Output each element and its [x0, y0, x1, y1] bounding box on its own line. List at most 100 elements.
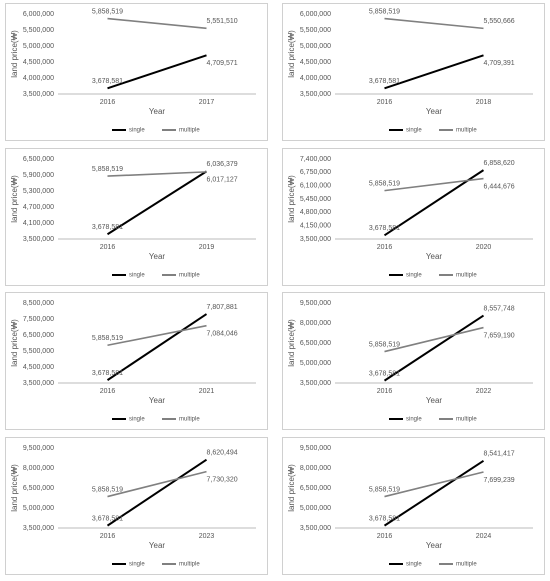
y-tick-label: 4,000,000: [23, 75, 54, 82]
series-line: [106, 170, 208, 236]
data-label: 3,678,581: [92, 370, 123, 377]
data-label: 3,678,581: [92, 78, 123, 85]
x-tick-label: 2017: [199, 99, 215, 106]
chart-panel: 3,500,000 4,000,000 4,500,000 5,000,000 5,50…: [5, 3, 268, 141]
y-tick-label: 3,500,000: [300, 380, 331, 387]
y-tick-label: 8,000,000: [23, 465, 54, 472]
x-axis-label: Year: [426, 396, 443, 405]
data-label: 3,678,581: [92, 515, 123, 522]
legend-label: multiple: [456, 562, 477, 568]
y-tick-label: 3,500,000: [23, 236, 54, 243]
data-label: 4,709,571: [207, 60, 238, 67]
data-label: 6,444,676: [484, 183, 515, 190]
data-label: 3,678,581: [369, 515, 400, 522]
series-line: [384, 471, 484, 498]
legend-label: multiple: [179, 128, 200, 134]
series-line: [383, 314, 485, 382]
series-line: [107, 171, 207, 177]
legend-label: single: [406, 273, 422, 279]
chart-panel: 3,500,000 4,000,000 4,500,000 5,000,000 5,50…: [282, 3, 545, 141]
data-label: 7,699,239: [484, 477, 515, 484]
data-label: 3,678,581: [369, 370, 400, 377]
y-axis-label: land price(₩): [287, 464, 296, 512]
chart: 3,500,000 5,000,000 6,500,000 8,000,000 9,50…: [287, 300, 533, 423]
y-tick-label: 8,500,000: [23, 300, 54, 307]
y-tick-label: 5,000,000: [300, 360, 331, 367]
chart-panel: 3,500,000 4,500,000 5,500,000 6,500,000 7,50…: [5, 292, 268, 430]
data-label: 8,541,417: [484, 451, 515, 458]
x-axis-label: Year: [426, 252, 443, 261]
y-tick-label: 4,150,000: [300, 223, 331, 230]
x-tick-label: 2024: [476, 533, 492, 540]
data-label: 5,858,519: [92, 335, 123, 342]
series-line: [384, 54, 484, 90]
y-tick-label: 5,450,000: [300, 196, 331, 203]
chart: 3,500,000 4,150,000 4,800,000 5,450,000 6,10…: [287, 156, 533, 279]
data-label: 8,620,494: [207, 450, 238, 457]
y-tick-label: 4,500,000: [23, 59, 54, 66]
legend-label: multiple: [179, 417, 200, 423]
x-tick-label: 2016: [377, 533, 393, 540]
y-tick-label: 6,100,000: [300, 183, 331, 190]
data-label: 7,807,881: [207, 304, 238, 311]
chart: 3,500,000 4,100,000 4,700,000 5,300,000 5,90…: [10, 156, 256, 279]
legend-label: multiple: [179, 273, 200, 279]
y-tick-label: 9,500,000: [23, 445, 54, 452]
y-tick-label: 5,000,000: [23, 43, 54, 50]
x-tick-label: 2023: [199, 533, 215, 540]
y-axis-label: land price(₩): [10, 30, 19, 78]
series-line: [106, 458, 208, 527]
data-label: 7,730,320: [207, 476, 238, 483]
data-label: 5,858,519: [92, 8, 123, 15]
y-tick-label: 5,500,000: [23, 348, 54, 355]
y-tick-label: 6,500,000: [300, 485, 331, 492]
x-tick-label: 2022: [476, 388, 492, 395]
chart-panel: 3,500,000 5,000,000 6,500,000 8,000,000 9,50…: [282, 292, 545, 430]
y-tick-label: 4,500,000: [23, 364, 54, 371]
x-axis-label: Year: [426, 107, 443, 116]
data-label: 3,678,581: [369, 225, 400, 232]
x-axis-label: Year: [426, 541, 443, 550]
legend-label: single: [129, 417, 145, 423]
chart: 3,500,000 5,000,000 6,500,000 8,000,000 9,50…: [287, 445, 533, 568]
x-tick-label: 2016: [100, 388, 116, 395]
y-tick-label: 9,500,000: [300, 445, 331, 452]
y-tick-label: 7,500,000: [23, 316, 54, 323]
y-axis-label: land price(₩): [10, 319, 19, 367]
y-tick-label: 5,000,000: [300, 43, 331, 50]
y-tick-label: 7,400,000: [300, 156, 331, 163]
legend-label: multiple: [456, 417, 477, 423]
y-tick-label: 6,500,000: [23, 332, 54, 339]
y-tick-label: 5,500,000: [300, 27, 331, 34]
y-tick-label: 8,000,000: [300, 320, 331, 327]
data-label: 3,678,581: [92, 224, 123, 231]
x-axis-label: Year: [149, 252, 166, 261]
y-tick-label: 3,500,000: [23, 525, 54, 532]
legend-label: multiple: [456, 128, 477, 134]
chart-panel: 3,500,000 5,000,000 6,500,000 8,000,000 9,50…: [282, 437, 545, 575]
y-tick-label: 5,500,000: [23, 27, 54, 34]
data-label: 5,858,519: [369, 180, 400, 187]
data-label: 5,858,519: [369, 341, 400, 348]
data-label: 5,551,510: [207, 18, 238, 25]
y-tick-label: 3,500,000: [300, 525, 331, 532]
y-tick-label: 6,000,000: [23, 11, 54, 18]
y-tick-label: 5,300,000: [23, 188, 54, 195]
series-line: [384, 326, 484, 353]
data-label: 6,858,620: [484, 160, 515, 167]
y-tick-label: 8,000,000: [300, 465, 331, 472]
y-tick-label: 5,000,000: [300, 505, 331, 512]
legend-label: single: [406, 417, 422, 423]
series-line: [107, 17, 207, 30]
legend-label: single: [129, 562, 145, 568]
x-tick-label: 2020: [476, 244, 492, 251]
y-tick-label: 5,900,000: [23, 172, 54, 179]
legend-label: single: [129, 273, 145, 279]
chart: 3,500,000 4,000,000 4,500,000 5,000,000 5,50…: [287, 8, 533, 134]
y-tick-label: 3,500,000: [300, 91, 331, 98]
legend-label: single: [406, 128, 422, 134]
data-label: 5,858,519: [369, 486, 400, 493]
x-tick-label: 2019: [199, 244, 215, 251]
y-tick-label: 6,750,000: [300, 169, 331, 176]
